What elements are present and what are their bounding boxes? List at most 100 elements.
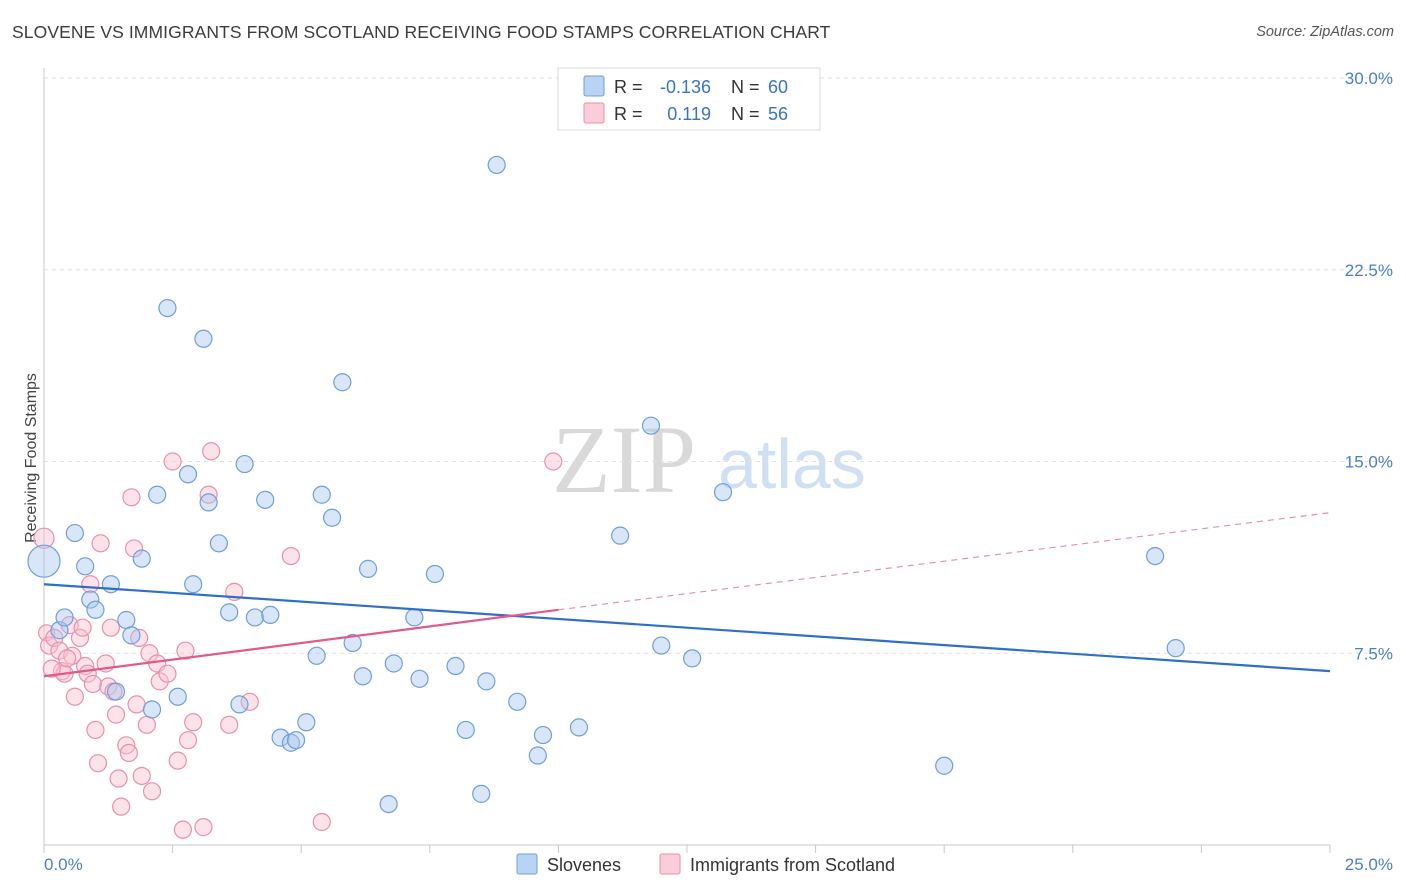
- slovenes-point-9: [117, 610, 136, 630]
- slovenes-point-38: [379, 794, 398, 814]
- scotland-point-40: [168, 751, 187, 770]
- slovenes-point-27: [271, 728, 290, 747]
- stats-r-label-0: R =: [614, 77, 643, 97]
- watermark-zip: ZIP: [552, 406, 696, 513]
- trend-line-scotland: [43, 608, 559, 678]
- x-tick-label-0: 0.0%: [44, 855, 83, 874]
- slovenes-point-57: [935, 756, 954, 775]
- scotland-point-44: [194, 818, 213, 837]
- slovenes-point-49: [528, 746, 547, 765]
- y-tick-label-0: 7.5%: [1354, 644, 1393, 663]
- scotland-point-0: [33, 527, 55, 549]
- slovenes-point-21: [220, 603, 239, 622]
- gridlines: [44, 77, 1392, 654]
- slovenes-point-28: [281, 733, 301, 752]
- slovenes-point-43: [446, 656, 465, 676]
- slovenes-point-39: [384, 654, 403, 673]
- scotland-point-37: [150, 672, 169, 691]
- chart-title: SLOVENE VS IMMIGRANTS FROM SCOTLAND RECE…: [12, 22, 831, 42]
- slovenes-point-52: [611, 526, 630, 545]
- slovenes-point-32: [312, 485, 331, 504]
- slovenes-point-17: [184, 575, 203, 594]
- slovenes-point-6: [86, 600, 105, 619]
- slovenes-point-47: [487, 155, 506, 175]
- scotland-point-25: [112, 797, 131, 816]
- scotland-point-39: [163, 452, 182, 471]
- scotland-point-35: [142, 782, 162, 801]
- stats-legend-swatch-slovenes: [583, 75, 605, 97]
- trend-line-slovenes: [43, 583, 1331, 673]
- slovenes-point-3: [65, 523, 84, 543]
- scotland-point-11: [73, 618, 92, 637]
- slovenes-point-31: [307, 646, 326, 665]
- slovenes-point-14: [158, 299, 177, 318]
- slovenes-point-4: [76, 557, 95, 576]
- trend-line-scotland-extension: [558, 512, 1331, 611]
- scotland-point-23: [106, 705, 126, 724]
- slovenes-point-59: [1166, 639, 1185, 658]
- source-label: Source: ZipAtlas.com: [1256, 24, 1394, 40]
- slovenes-point-35: [343, 633, 362, 653]
- stats-r-value-1: 0.119: [667, 104, 711, 124]
- slovenes-point-12: [142, 700, 162, 719]
- scotland-point-9: [65, 687, 84, 706]
- scotland-point-30: [127, 695, 146, 714]
- slovenes-point-20: [209, 534, 228, 553]
- slovenes-point-10: [122, 626, 141, 645]
- scotland-point-8: [63, 646, 82, 665]
- x-tick-label-1: 25.0%: [1345, 855, 1393, 874]
- scotland-point-53: [42, 659, 61, 678]
- legend-label-scotland: Immigrants from Scotland: [690, 855, 895, 875]
- x-tick-labels: 0.0% 25.0%: [44, 855, 1393, 874]
- slovenes-point-55: [683, 649, 702, 668]
- y-tick-label-1: 15.0%: [1345, 453, 1393, 472]
- slovenes-point-34: [333, 373, 352, 392]
- scotland-point-29: [124, 539, 144, 558]
- axes: [43, 68, 1331, 853]
- slovenes-point-15: [168, 687, 187, 706]
- slovenes-point-44: [456, 720, 475, 740]
- scotland-point-51: [312, 812, 331, 832]
- watermark-atlas: atlas: [718, 425, 866, 503]
- slovenes-point-24: [245, 608, 265, 627]
- slovenes-point-36: [353, 667, 373, 686]
- stats-n-value-1: 56: [768, 104, 788, 124]
- series-legend: Slovenes Immigrants from Scotland: [516, 853, 895, 875]
- stats-n-label-0: N =: [731, 77, 760, 97]
- scotland-point-28: [122, 488, 141, 507]
- series-slovenes-points-main: [27, 155, 1185, 814]
- slovenes-point-56: [713, 483, 733, 502]
- slovenes-point-45: [472, 784, 491, 803]
- scotland-point-15: [83, 674, 102, 694]
- stats-r-label-1: R =: [614, 104, 643, 124]
- legend-swatch-slovenes: [516, 853, 538, 875]
- scotland-point-33: [137, 715, 156, 734]
- scotland-point-21: [101, 618, 120, 637]
- stats-n-value-0: 60: [768, 77, 788, 97]
- scotland-point-42: [176, 641, 195, 660]
- scotland-point-17: [88, 754, 108, 773]
- trend-lines: [43, 512, 1331, 678]
- slovenes-point-13: [148, 485, 167, 504]
- slovenes-point-58: [1146, 546, 1165, 566]
- slovenes-point-25: [256, 490, 275, 509]
- slovenes-point-37: [358, 559, 378, 578]
- slovenes-point-16: [178, 465, 198, 484]
- slovenes-point-41: [410, 669, 429, 688]
- legend-swatch-scotland: [659, 853, 681, 875]
- slovenes-point-42: [425, 564, 445, 584]
- slovenes-point-50: [533, 725, 553, 745]
- y-tick-label-3: 30.0%: [1345, 69, 1393, 88]
- stats-legend-swatch-scotland: [583, 102, 605, 124]
- scotland-point-38: [158, 664, 177, 683]
- slovenes-point-54: [652, 636, 671, 655]
- slovenes-point-51: [569, 718, 589, 737]
- scotland-point-55: [184, 713, 203, 732]
- scotland-point-14: [81, 575, 100, 594]
- series-slovenes-points: [33, 442, 563, 839]
- y-axis-label: Receiving Food Stamps: [23, 373, 40, 543]
- y-tick-labels: 7.5% 15.0% 22.5% 30.0%: [1345, 69, 1393, 663]
- scotland-point-18: [91, 534, 110, 553]
- slovenes-point-46: [477, 672, 496, 691]
- scotland-point-47: [220, 715, 239, 734]
